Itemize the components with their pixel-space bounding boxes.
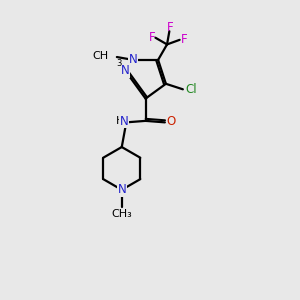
Text: F: F: [148, 31, 155, 44]
Text: N: N: [117, 183, 126, 196]
Text: H: H: [116, 116, 125, 126]
Text: N: N: [120, 115, 129, 128]
Text: N: N: [129, 53, 137, 66]
Text: Cl: Cl: [185, 83, 197, 96]
Text: F: F: [167, 21, 173, 34]
Text: CH₃: CH₃: [111, 208, 132, 219]
Text: N: N: [121, 64, 130, 77]
Text: F: F: [181, 33, 188, 46]
Text: 3: 3: [116, 58, 121, 68]
Text: CH: CH: [92, 51, 109, 62]
Text: O: O: [167, 115, 176, 128]
